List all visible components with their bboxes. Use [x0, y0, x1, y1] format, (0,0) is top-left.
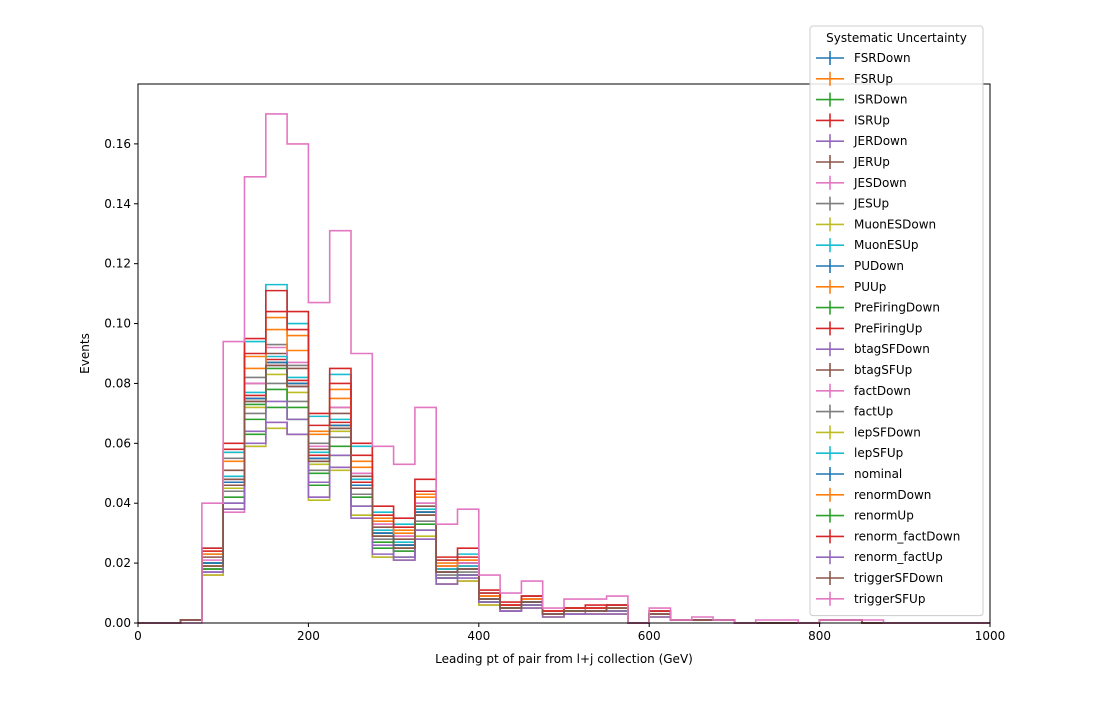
- legend-label: renorm_factUp: [854, 550, 943, 564]
- legend-label: lepSFDown: [854, 425, 921, 439]
- x-tick-label: 800: [808, 629, 831, 643]
- y-tick-label: 0.08: [104, 376, 131, 390]
- legend-entry: JESDown: [816, 175, 907, 190]
- legend-entry: lepSFDown: [816, 425, 921, 440]
- legend-label: factDown: [854, 384, 911, 398]
- legend-label: renorm_factDown: [854, 529, 960, 543]
- legend-label: ISRDown: [854, 93, 908, 107]
- legend-label: PUUp: [854, 280, 886, 294]
- axis-layer: 0 200 400 600 800 1000 0.00 0.02 0.04 0.06 0.08 0.1…: [104, 137, 1005, 643]
- legend-entry: MuonESDown: [816, 217, 936, 232]
- legend-label: btagSFUp: [854, 363, 912, 377]
- legend-label: PreFiringUp: [854, 321, 922, 335]
- legend-entry: triggerSFUp: [816, 591, 925, 606]
- legend-entry: FSRUp: [816, 71, 893, 86]
- y-tick-label: 0.02: [104, 556, 131, 570]
- legend-label: renormDown: [854, 488, 931, 502]
- legend-entry: nominal: [816, 467, 902, 481]
- y-tick-label: 0.04: [104, 496, 131, 510]
- legend-label: factUp: [854, 405, 893, 419]
- legend-entry: PUDown: [816, 259, 904, 273]
- x-axis-label: Leading pt of pair from l+j collection (…: [435, 652, 693, 666]
- legend-label: MuonESUp: [854, 238, 919, 252]
- legend-title: Systematic Uncertainty: [826, 31, 967, 45]
- y-tick-label: 0.12: [104, 257, 131, 271]
- x-tick-label: 0: [134, 629, 142, 643]
- legend-entry: triggerSFDown: [816, 571, 943, 585]
- legend-entry: FSRDown: [816, 51, 911, 65]
- legend-label: PUDown: [854, 259, 904, 273]
- legend-label: FSRUp: [854, 72, 893, 86]
- legend-label: ISRUp: [854, 113, 890, 127]
- legend-label: nominal: [854, 467, 902, 481]
- y-tick-label: 0.16: [104, 137, 131, 151]
- y-tick-label: 0.14: [104, 197, 131, 211]
- legend-label: MuonESDown: [854, 217, 936, 231]
- legend-entry: MuonESUp: [816, 238, 919, 253]
- legend-entry: btagSFDown: [816, 342, 930, 357]
- legend-entry: ISRDown: [816, 92, 908, 107]
- legend-entry: renormUp: [816, 509, 914, 523]
- legend-box: [809, 25, 984, 617]
- x-tick-label: 400: [467, 629, 490, 643]
- legend-entry: factDown: [816, 383, 911, 398]
- legend-entry: factUp: [816, 404, 893, 419]
- legend-label: triggerSFDown: [854, 571, 943, 585]
- y-axis-label: Events: [78, 333, 92, 374]
- legend-label: btagSFDown: [854, 342, 930, 356]
- legend-label: PreFiringDown: [854, 301, 940, 315]
- legend-entry: renorm_factDown: [816, 529, 960, 544]
- x-tick-label: 200: [297, 629, 320, 643]
- plot-frame: [137, 83, 991, 624]
- legend-label: triggerSFUp: [854, 592, 925, 606]
- y-tick-label: 0.10: [104, 317, 131, 331]
- series-line-triggerSFUp: [138, 113, 990, 624]
- legend: Systematic Uncertainty FSRDown FSRUp ISRDo…: [809, 25, 984, 617]
- legend-label: FSRDown: [854, 51, 911, 65]
- legend-label: JESUp: [853, 197, 889, 211]
- legend-label: JERUp: [853, 155, 890, 169]
- y-tick-label: 0.06: [104, 436, 131, 450]
- legend-entry: PreFiringUp: [816, 321, 922, 336]
- legend-label: renormUp: [854, 509, 914, 523]
- legend-entry: ISRUp: [816, 113, 890, 128]
- legend-label: JESDown: [853, 176, 907, 190]
- legend-entry: renormDown: [816, 487, 931, 502]
- legend-entry: PreFiringDown: [816, 300, 940, 315]
- legend-entry: JESUp: [816, 196, 889, 211]
- y-tick-label: 0.00: [104, 616, 131, 630]
- legend-entry: renorm_factUp: [816, 550, 943, 565]
- x-tick-label: 600: [638, 629, 661, 643]
- legend-label: lepSFUp: [854, 446, 903, 460]
- legend-entry: PUUp: [816, 279, 886, 294]
- legend-entry: btagSFUp: [816, 363, 912, 377]
- x-tick-label: 1000: [975, 629, 1006, 643]
- legend-entry: lepSFUp: [816, 446, 903, 461]
- legend-entry: JERUp: [816, 155, 890, 169]
- legend-items: FSRDown FSRUp ISRDown ISRUp JERDown JERUp JESD…: [816, 51, 960, 606]
- legend-entry: JERDown: [816, 134, 907, 149]
- legend-label: JERDown: [853, 134, 907, 148]
